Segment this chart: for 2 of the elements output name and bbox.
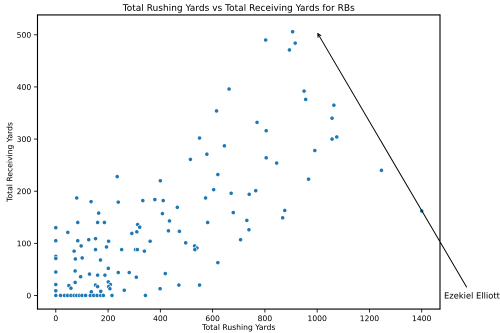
chart-title: Total Rushing Yards vs Total Receiving Yards for RBs [122,4,354,13]
text: Ezekiel Elliott [444,292,500,299]
